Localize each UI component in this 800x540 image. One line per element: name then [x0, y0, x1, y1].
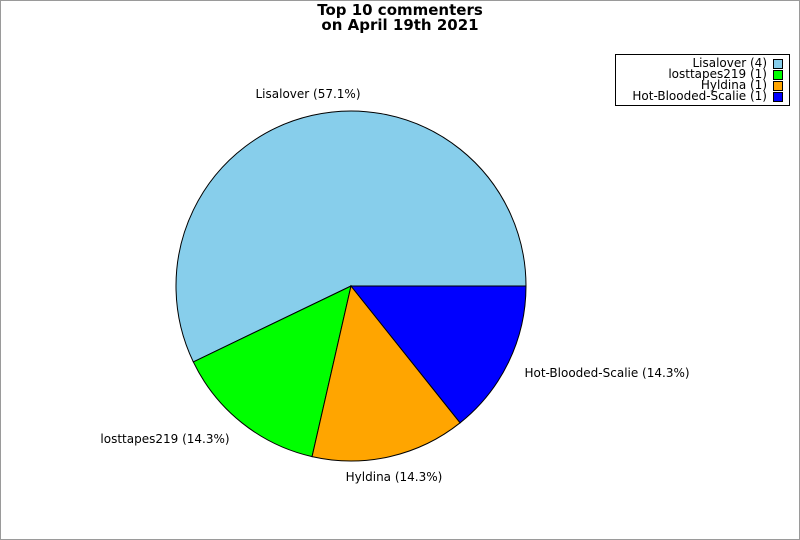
slice-label-lisalover: Lisalover (57.1%): [255, 87, 360, 101]
pie-slice-hot-blooded-scalie: [349, 285, 527, 424]
chart-title: Top 10 commenters on April 19th 2021: [1, 3, 799, 33]
chart-legend: Lisalover (4) losttapes219 (1) Hyldina (…: [615, 54, 790, 106]
legend-label: Hot-Blooded-Scalie (1): [632, 89, 767, 103]
legend-label: Lisalover (4): [692, 56, 767, 70]
legend-entry-hot-blooded-scalie: Hot-Blooded-Scalie (1): [616, 89, 783, 103]
slice-label-hot-blooded-scalie: Hot-Blooded-Scalie (14.3%): [524, 366, 689, 380]
legend-entry-lisalover: Lisalover (4): [616, 56, 783, 70]
pie-slice-hyldina: [311, 284, 461, 462]
legend-label: Hyldina (1): [700, 78, 767, 92]
slice-label-hyldina: Hyldina (14.3%): [346, 470, 443, 484]
legend-swatch-hyldina: [773, 80, 783, 91]
legend-label: losttapes219 (1): [668, 67, 767, 81]
pie-slice-lisalover: [175, 110, 527, 363]
slice-label-losttapes219: losttapes219 (14.3%): [100, 432, 229, 446]
legend-swatch-losttapes219: [773, 69, 783, 80]
legend-swatch-hot-blooded-scalie: [773, 91, 783, 102]
chart-title-line-2: on April 19th 2021: [321, 16, 479, 34]
legend-entry-hyldina: Hyldina (1): [616, 78, 783, 92]
legend-entry-losttapes219: losttapes219 (1): [616, 67, 783, 81]
chart-title-line-1: Top 10 commenters: [317, 1, 483, 19]
legend-swatch-lisalover: [773, 58, 783, 69]
pie-slice-losttapes219: [192, 285, 352, 458]
